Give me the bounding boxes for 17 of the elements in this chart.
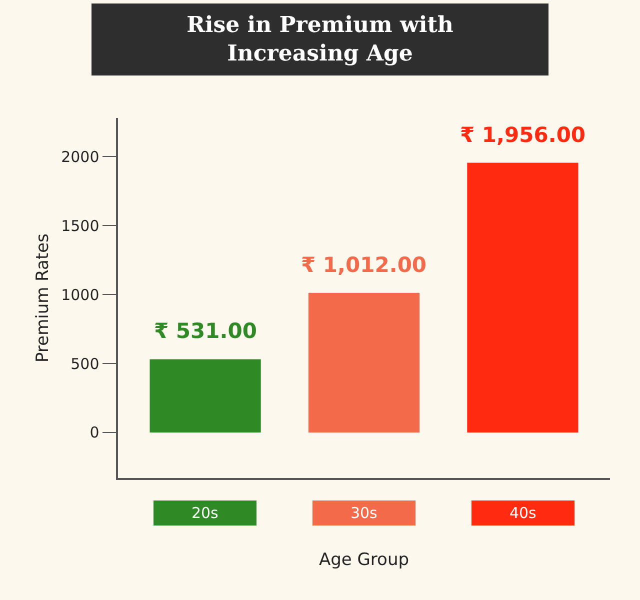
y-tick-label: 500 — [70, 354, 100, 373]
y-axis-title: Premium Rates — [33, 233, 54, 362]
x-tick-label: 20s — [191, 504, 219, 522]
x-axis-title: Age Group — [318, 550, 410, 570]
y-tick-label: 0 — [90, 424, 100, 442]
bar — [467, 162, 578, 432]
bar — [150, 359, 261, 432]
x-tick-label: 40s — [509, 504, 537, 522]
data-label: ₹ 1,012.00 — [301, 253, 427, 277]
bar — [308, 292, 420, 432]
data-label: ₹ 1,956.00 — [460, 123, 586, 147]
y-tick-label: 1500 — [61, 216, 100, 235]
data-label: ₹ 531.00 — [154, 319, 257, 343]
y-tick-label: 2000 — [61, 148, 100, 166]
y-tick-label: 1000 — [61, 286, 100, 304]
chart-title: Rise in Premium with Increasing Age — [186, 12, 454, 67]
x-tick-label: 30s — [350, 504, 378, 522]
